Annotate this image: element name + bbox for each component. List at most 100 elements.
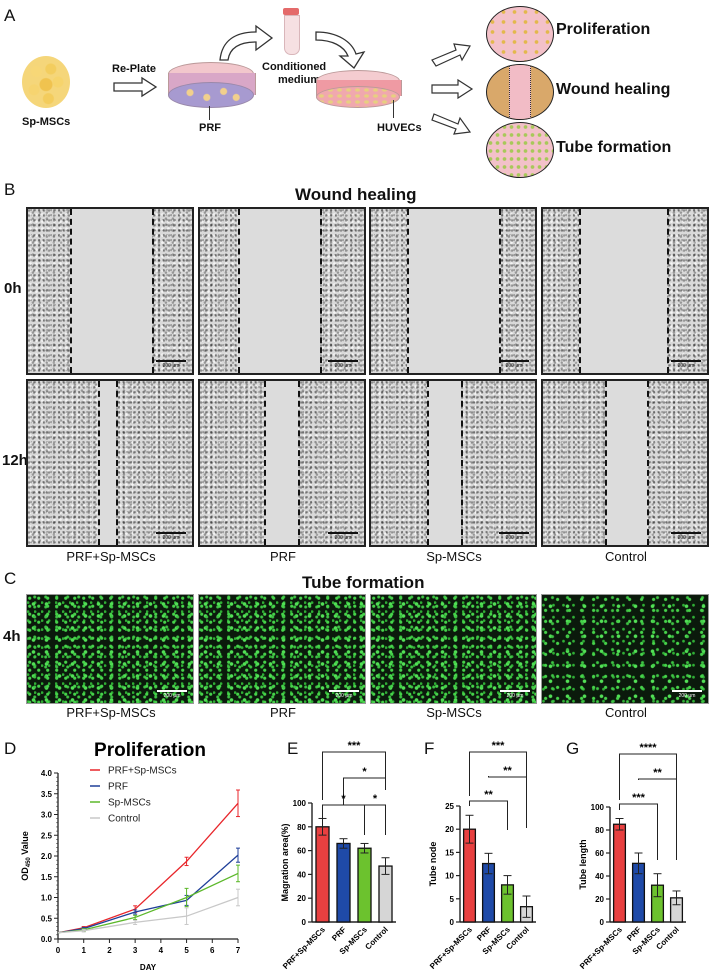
sp-mscs-cluster-icon: [22, 56, 70, 108]
migration-area-bar-chart: 0 20 40 60 80 100 Magration area(%) PRF+Sp-MSCs…: [280, 740, 396, 971]
panel-d-label: D: [4, 739, 17, 758]
x-tick-label: PRF+Sp-MSCs: [428, 925, 474, 971]
svg-text:0: 0: [600, 918, 605, 927]
svg-text:OD450 Value: OD450 Value: [20, 831, 32, 881]
svg-text:20: 20: [445, 825, 454, 834]
svg-text:20: 20: [297, 894, 306, 903]
svg-text:40: 40: [297, 870, 306, 879]
prf-label: PRF: [199, 122, 221, 134]
y-axis-label: Magration area(%): [280, 823, 290, 901]
panel-e-label: E: [287, 739, 299, 758]
sp-mscs-label: Sp-MSCs: [22, 116, 71, 128]
tube-image-prf: 200 μm: [198, 594, 366, 704]
significance-label: ***: [348, 740, 362, 752]
huvecs-label: HUVECs: [377, 122, 422, 134]
svg-text:3.0: 3.0: [41, 811, 53, 820]
outcome-proliferation: Proliferation: [556, 21, 651, 38]
svg-text:25: 25: [445, 802, 454, 811]
svg-text:5: 5: [184, 946, 189, 955]
tube-group-label-control: Control: [605, 705, 647, 720]
tube-image-sp-mscs: 200 μm: [370, 594, 537, 704]
significance-label: **: [484, 789, 493, 801]
panel-b-label: B: [4, 180, 16, 199]
svg-text:100: 100: [293, 799, 307, 808]
legend-label: PRF+Sp-MSCs: [108, 766, 177, 777]
significance-label: ***: [632, 792, 646, 804]
svg-text:40: 40: [595, 872, 604, 881]
svg-text:0.5: 0.5: [41, 914, 53, 923]
x-tick-label: PRF: [330, 925, 348, 943]
x-tick-label: Control: [363, 925, 389, 951]
curved-arrow-up-icon: [219, 24, 274, 61]
legend-label: Control: [108, 814, 140, 825]
wound-image-12h-control: 200 μm: [541, 379, 709, 547]
significance-label: *: [362, 766, 367, 778]
svg-text:0: 0: [56, 946, 61, 955]
wound-image-12h-prf-sp-mscs: 200 μm: [26, 379, 194, 547]
outcome-wound-healing: Wound healing: [556, 81, 671, 98]
svg-text:DAY: DAY: [140, 963, 157, 972]
replate-label: Re-Plate: [112, 63, 157, 75]
svg-text:0.0: 0.0: [41, 935, 53, 944]
arrow-right-icon: [431, 78, 474, 100]
wound-image-0h-prf: 200 μm: [198, 207, 366, 375]
svg-text:3.5: 3.5: [41, 790, 53, 799]
svg-text:2.5: 2.5: [41, 831, 53, 840]
arrow-right-icon: [113, 76, 158, 98]
y-axis-label: Tube length: [578, 839, 588, 889]
wound-image-12h-sp-mscs: 200 μm: [369, 379, 537, 547]
tube-image-prf-sp-mscs: 200 μm: [26, 594, 194, 704]
tube-formation-dish-icon: [486, 122, 554, 178]
outcome-tube-formation: Tube formation: [556, 139, 672, 156]
tube-group-label-sp-mscs: Sp-MSCs: [426, 705, 482, 720]
tube-formation-title: Tube formation: [302, 573, 425, 592]
wound-healing-dish-icon: [486, 64, 554, 120]
series-line: [57, 802, 239, 934]
wound-image-12h-prf: 200 μm: [198, 379, 366, 547]
y-axis-label: Tube node: [428, 842, 438, 887]
proliferation-line-chart: Proliferation 0.0 0.5 1.0 1.5 2.0 2.5 3.0 3.5 4.0…: [20, 740, 241, 972]
legend-label: Sp-MSCs: [108, 798, 151, 809]
svg-text:1: 1: [81, 946, 86, 955]
svg-text:7: 7: [236, 946, 241, 955]
svg-text:2.0: 2.0: [41, 852, 53, 861]
row-label-12h: 12h: [2, 452, 28, 469]
tube-group-label-prf-sp-mscs: PRF+Sp-MSCs: [66, 705, 156, 720]
arrow-down-right-icon: [431, 113, 472, 135]
significance-label: **: [653, 767, 662, 779]
svg-text:15: 15: [445, 848, 454, 857]
row-label-4h: 4h: [3, 628, 21, 645]
x-tick-label: PRF+Sp-MSCs: [578, 925, 624, 971]
tube-image-control: 200 μm: [541, 594, 709, 704]
group-label-prf: PRF: [270, 549, 296, 564]
x-tick-label: PRF+Sp-MSCs: [281, 925, 327, 971]
svg-text:0: 0: [450, 918, 455, 927]
svg-text:2: 2: [107, 946, 112, 955]
svg-text:4.0: 4.0: [41, 769, 53, 778]
svg-text:3: 3: [133, 946, 138, 955]
arrow-up-right-icon: [431, 43, 471, 67]
proliferation-dish-icon: [486, 6, 554, 62]
legend-label: PRF: [108, 782, 128, 793]
svg-text:20: 20: [595, 895, 604, 904]
group-label-control: Control: [605, 549, 647, 564]
svg-text:6: 6: [210, 946, 215, 955]
group-label-prf-sp-mscs: PRF+Sp-MSCs: [66, 549, 156, 564]
svg-text:4: 4: [159, 946, 164, 955]
significance-label: **: [503, 765, 512, 777]
row-label-0h: 0h: [4, 280, 22, 297]
curved-arrow-down-icon: [315, 31, 366, 69]
svg-text:10: 10: [445, 872, 454, 881]
significance-label: *: [341, 793, 346, 805]
conditioned-label-1: Conditioned: [262, 61, 327, 73]
svg-text:0: 0: [302, 918, 307, 927]
tube-group-label-prf: PRF: [270, 705, 296, 720]
chart-title: Proliferation: [94, 740, 206, 761]
significance-label: ***: [492, 740, 506, 752]
svg-text:80: 80: [595, 826, 604, 835]
panel-f-label: F: [424, 739, 435, 758]
wound-image-0h-sp-mscs: 200 μm: [369, 207, 537, 375]
wound-image-0h-prf-sp-mscs: 200 μm: [26, 207, 194, 375]
